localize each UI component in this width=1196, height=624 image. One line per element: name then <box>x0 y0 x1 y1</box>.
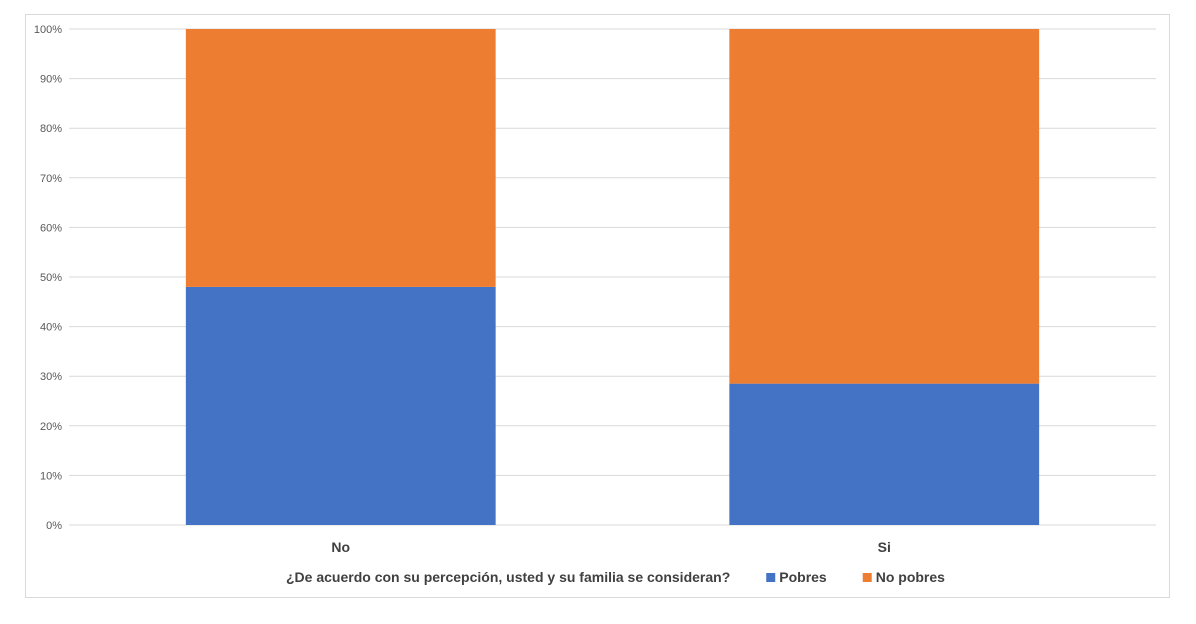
legend: ¿De acuerdo con su percepción, usted y s… <box>286 569 945 585</box>
legend-swatch-pobres <box>766 573 776 582</box>
y-tick-label: 10% <box>40 470 62 482</box>
y-tick-label: 30% <box>40 371 62 383</box>
y-tick-label: 0% <box>46 520 62 532</box>
y-tick-label: 20% <box>40 421 62 433</box>
bar-no-no-pobres <box>185 29 496 287</box>
y-tick-label: 80% <box>40 123 62 135</box>
y-tick-label: 70% <box>40 173 62 185</box>
bar-si-no-pobres <box>729 29 1040 384</box>
x-category-label: Si <box>878 539 891 555</box>
y-tick-label: 40% <box>40 322 62 334</box>
legend-label: No pobres <box>876 569 945 585</box>
stacked-bar-chart: 0% 10% 20% 30% 40% 50% 60% 70% 80% 90% 100% No Si ¿… <box>34 24 1156 585</box>
y-tick-label: 100% <box>34 24 62 36</box>
y-tick-label: 60% <box>40 222 62 234</box>
bars <box>185 29 1040 525</box>
legend-title: ¿De acuerdo con su percepción, usted y s… <box>286 569 730 585</box>
legend-label: Pobres <box>779 569 827 585</box>
legend-swatch-no-pobres <box>862 573 872 582</box>
y-axis-ticks: 0% 10% 20% 30% 40% 50% 60% 70% 80% 90% 100% <box>34 24 62 532</box>
bar-si-pobres <box>729 383 1040 525</box>
bar-no-pobres <box>185 286 496 525</box>
y-tick-label: 90% <box>40 74 62 86</box>
x-axis-categories: No Si <box>331 539 890 555</box>
x-category-label: No <box>331 539 350 555</box>
chart-area: 0% 10% 20% 30% 40% 50% 60% 70% 80% 90% 100% No Si ¿… <box>25 14 1170 598</box>
y-tick-label: 50% <box>40 272 62 284</box>
